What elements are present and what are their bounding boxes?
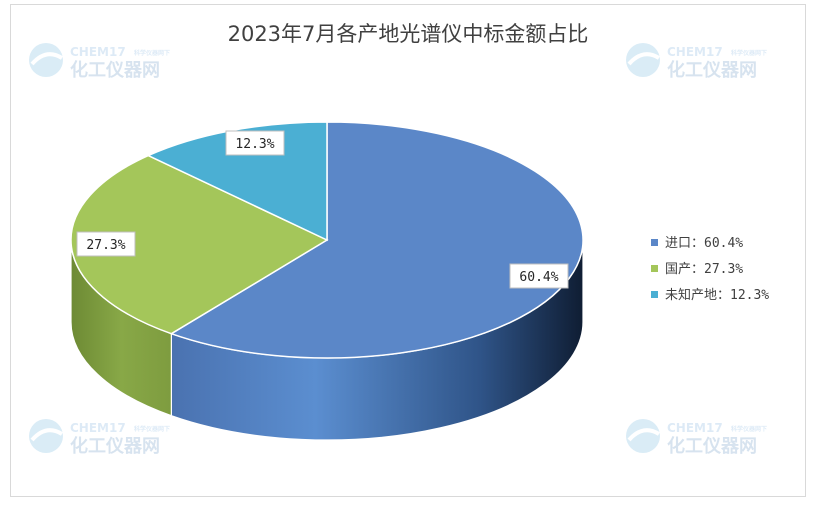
watermark-name: 化工仪器网 (667, 59, 757, 81)
watermark-brand: CHEM17 (667, 421, 723, 435)
legend-swatch (651, 265, 658, 272)
data-label-domestic: 27.3% (76, 231, 136, 257)
watermark-brand: CHEM17 (667, 45, 723, 59)
watermark-name: 化工仪器网 (70, 59, 160, 81)
watermark-brand: CHEM17 (70, 421, 126, 435)
watermark-tagline: 科学仪器网下 (134, 49, 170, 57)
watermark-logo-icon (626, 419, 661, 453)
legend-label: 国产：27.3% (665, 262, 743, 277)
legend-swatch (651, 291, 658, 298)
watermark-tagline: 科学仪器网下 (134, 425, 170, 433)
pie-slice-imported[interactable] (169, 121, 584, 359)
pie-slice-domestic[interactable] (70, 154, 329, 335)
legend-label: 未知产地：12.3% (665, 287, 769, 303)
svg-text:12.3%: 12.3% (235, 137, 274, 152)
watermark-brand: CHEM17 (70, 45, 126, 59)
legend-label: 进口：60.4% (665, 236, 743, 251)
watermark-tagline: 科学仪器网下 (731, 425, 767, 433)
watermark-tagline: 科学仪器网下 (731, 49, 767, 57)
watermark-name: 化工仪器网 (70, 435, 160, 457)
legend-item-imported[interactable]: 进口：60.4% (651, 236, 743, 251)
chart-title: 2023年7月各产地光谱仪中标金额占比 (227, 22, 589, 46)
svg-text:27.3%: 27.3% (86, 238, 125, 253)
svg-text:60.4%: 60.4% (519, 270, 558, 285)
watermark-logo-icon (626, 43, 661, 77)
legend-item-unknown-origin[interactable]: 未知产地：12.3% (651, 287, 769, 303)
data-label-imported: 60.4% (509, 263, 569, 289)
legend-item-domestic[interactable]: 国产：27.3% (651, 262, 743, 277)
data-label-unknown-origin: 12.3% (225, 130, 285, 156)
legend-swatch (651, 239, 658, 246)
watermark-name: 化工仪器网 (667, 435, 757, 457)
watermark-logo-icon (29, 419, 64, 453)
watermark-logo-icon (29, 43, 64, 77)
